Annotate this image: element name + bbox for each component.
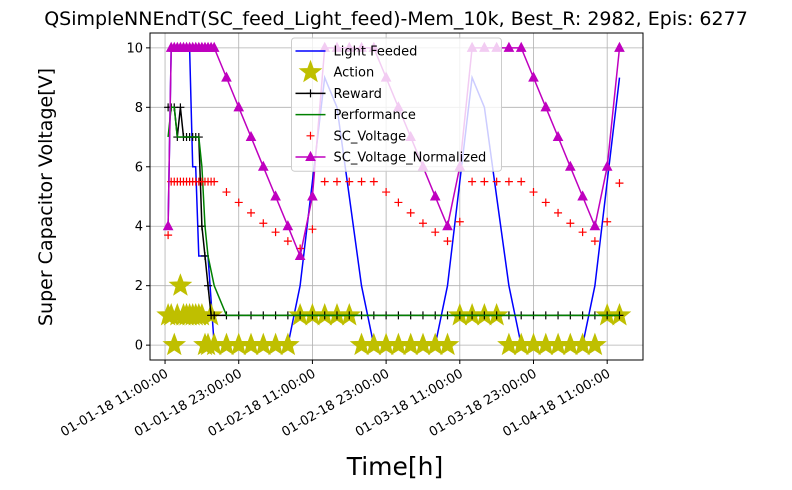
plus-marker (210, 311, 219, 320)
plus-marker (222, 188, 231, 197)
triangle-marker (565, 160, 576, 171)
y-tick-label: 4 (135, 220, 143, 235)
plus-marker (308, 225, 317, 234)
triangle-marker (307, 190, 318, 201)
plus-marker (418, 219, 427, 228)
star-marker (435, 332, 460, 356)
plus-marker (271, 228, 280, 237)
y-tick-label: 8 (135, 101, 143, 116)
plus-marker (615, 179, 624, 188)
plus-marker (320, 177, 329, 186)
plus-marker (590, 237, 599, 246)
y-axis-label: Super Capacitor Voltage[V] (35, 68, 57, 326)
y-tick-label: 2 (135, 279, 143, 294)
plus-marker (306, 131, 315, 140)
triangle-marker (294, 249, 306, 260)
triangle-marker (429, 190, 441, 201)
triangle-marker (305, 150, 316, 161)
star-marker (162, 332, 187, 356)
y-tick-label: 0 (135, 339, 143, 354)
series-line (167, 106, 620, 317)
triangle-marker (221, 71, 232, 82)
plus-marker (541, 198, 550, 207)
triangle-marker (442, 220, 453, 231)
plus-marker (283, 237, 292, 246)
plus-marker (176, 103, 185, 112)
plus-marker (455, 217, 464, 226)
plus-marker (210, 177, 219, 186)
triangle-marker (162, 220, 174, 231)
star-marker (276, 332, 300, 356)
legend-label: Light Feeded (334, 45, 418, 60)
plus-marker (480, 177, 489, 186)
triangle-marker (515, 41, 527, 52)
plus-marker (382, 188, 391, 197)
plus-marker (259, 219, 268, 228)
triangle-marker (601, 160, 613, 171)
plus-marker (554, 208, 563, 217)
chart-title: QSimpleNNEndT(SC_feed_Light_feed)-Mem_10… (44, 8, 748, 30)
plus-marker (204, 281, 213, 290)
plus-marker (332, 177, 341, 186)
plus-marker (603, 217, 612, 226)
plus-marker (406, 208, 415, 217)
legend-label: SC_Voltage (334, 129, 407, 144)
legend-label: Action (334, 66, 375, 81)
plus-marker (566, 219, 575, 228)
plus-marker (247, 208, 256, 217)
triangle-marker (208, 41, 220, 52)
star-marker (168, 273, 193, 296)
legend-label: Reward (334, 87, 382, 102)
plus-marker (517, 177, 526, 186)
plus-marker (164, 231, 173, 240)
triangle-marker (257, 160, 269, 171)
legend-label: SC_Voltage_Normalized (334, 151, 487, 166)
plus-marker (234, 198, 243, 207)
y-tick-label: 6 (135, 160, 143, 175)
triangle-marker (233, 101, 245, 112)
triangle-marker (552, 130, 564, 142)
plus-marker (578, 228, 587, 237)
triangle-marker (503, 41, 515, 52)
plus-marker (431, 228, 440, 237)
plus-marker (468, 177, 477, 186)
x-axis-label: Time[h] (346, 452, 444, 481)
plus-marker (394, 198, 403, 207)
triangle-marker (614, 41, 625, 52)
triangle-marker (282, 220, 294, 231)
y-tick-label: 10 (126, 41, 143, 56)
plus-marker (504, 177, 513, 186)
legend-box (291, 37, 502, 172)
plus-marker (529, 188, 538, 197)
triangle-marker (270, 190, 281, 201)
triangle-marker (245, 130, 257, 142)
plus-marker (345, 177, 354, 186)
triangle-marker (528, 71, 539, 82)
plus-marker (492, 177, 501, 186)
star-marker (298, 59, 323, 83)
plus-marker (369, 177, 378, 186)
axes-frame (149, 32, 644, 361)
triangle-marker (589, 220, 601, 231)
plus-marker (443, 237, 452, 246)
triangle-marker (540, 101, 552, 112)
plus-marker (306, 89, 315, 98)
legend-label: Performance (334, 108, 416, 123)
triangle-marker (577, 190, 588, 201)
star-marker (583, 332, 607, 356)
plus-marker (357, 177, 366, 186)
